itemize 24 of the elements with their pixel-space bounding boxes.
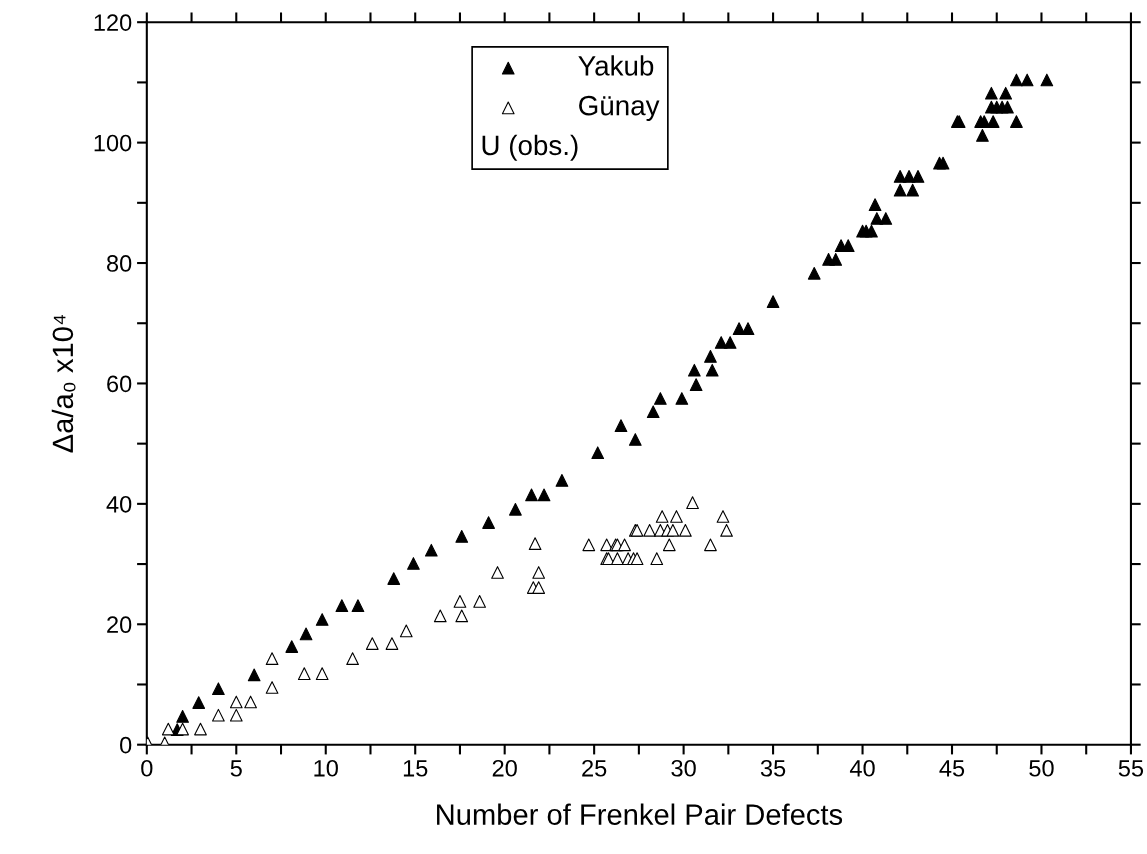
y-axis-title: Δa/a₀ x10⁴ <box>51 315 76 453</box>
legend-label: Yakub <box>578 55 654 76</box>
y-tick-label: 100 <box>94 134 132 152</box>
x-tick-label: 50 <box>1029 759 1054 777</box>
legend-title: U (obs.) <box>482 134 578 161</box>
x-tick-label: 55 <box>1118 760 1144 777</box>
y-tick-label: 80 <box>107 255 132 272</box>
x-tick-label: 45 <box>939 760 965 777</box>
y-tick-label: 120 <box>94 14 132 31</box>
x-tick-label: 15 <box>403 760 428 777</box>
x-tick-label: 35 <box>760 759 786 777</box>
y-tick-label: 60 <box>107 375 132 393</box>
x-tick-label: 0 <box>141 759 153 777</box>
x-tick-label: 30 <box>671 759 696 777</box>
x-axis-title: Number of Frenkel Pair Defects <box>437 803 843 825</box>
x-tick-label: 20 <box>492 759 517 777</box>
y-tick-label: 0 <box>120 736 132 754</box>
y-tick-label: 20 <box>107 616 132 634</box>
x-tick-label: 25 <box>582 759 607 777</box>
x-tick-label: 40 <box>849 759 875 777</box>
x-tick-label: 10 <box>314 759 338 777</box>
legend-label: Günay <box>579 95 660 121</box>
x-tick-label: 5 <box>230 760 242 777</box>
y-tick-label: 40 <box>106 495 132 513</box>
